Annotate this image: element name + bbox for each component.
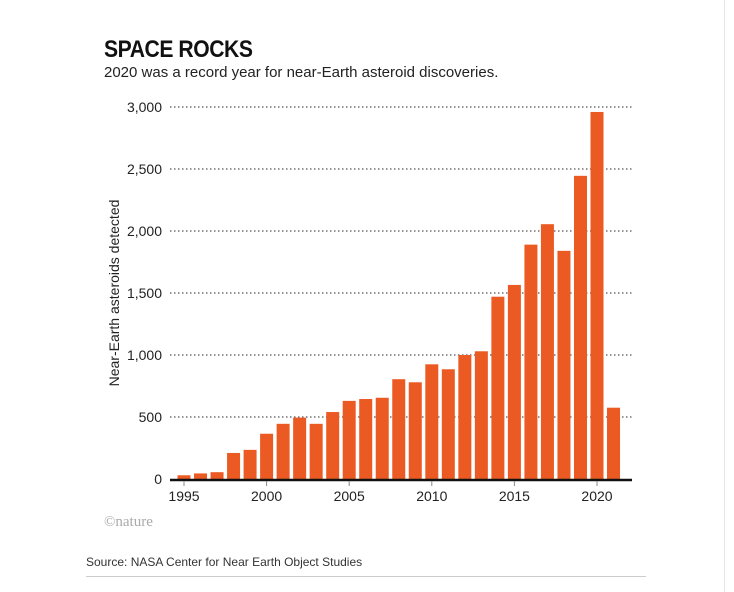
bar [210,472,224,479]
bar [425,364,439,479]
bar [276,423,290,479]
source-note: Source: NASA Center for Near Earth Objec… [86,555,363,569]
y-tick-label: 3,000 [127,99,162,115]
bar [590,111,604,480]
y-axis-label: Near-Earth asteroids detected [106,200,122,387]
y-tick-label: 500 [139,409,163,425]
bar [194,473,208,479]
x-tick-label: 2000 [251,488,282,504]
chart-title: SPACE ROCKS [104,36,253,63]
bar [392,379,406,479]
bar [309,423,323,479]
x-tick-label: 1995 [168,488,199,504]
bar [540,224,554,479]
y-tick-label: 0 [154,471,162,487]
scrollbar[interactable] [724,0,734,592]
bar [293,417,307,479]
bar [359,399,373,479]
bar [342,400,356,479]
bar [573,175,587,479]
bar [243,449,257,479]
bar [260,433,274,479]
y-tick-label: 1,000 [127,347,162,363]
bar [227,452,241,479]
bar [375,397,389,479]
y-tick-label: 2,500 [127,161,162,177]
bar [507,284,521,479]
x-tick-label: 2020 [581,488,612,504]
bar [524,244,538,479]
nature-logo: ©nature [104,514,153,530]
chart-subtitle: 2020 was a record year for near-Earth as… [104,64,499,81]
bar [491,296,505,479]
bar [607,407,621,479]
bar [177,475,191,479]
y-tick-label: 2,000 [127,223,162,239]
bar [557,250,571,479]
bar [458,355,472,479]
bar [326,412,340,479]
x-tick-label: 2015 [499,488,530,504]
divider [86,576,646,577]
x-tick-label: 2005 [334,488,365,504]
bar [408,382,422,479]
y-tick-label: 1,500 [127,285,162,301]
x-tick-label: 2010 [416,488,447,504]
bar [441,369,455,479]
bar [474,351,488,479]
